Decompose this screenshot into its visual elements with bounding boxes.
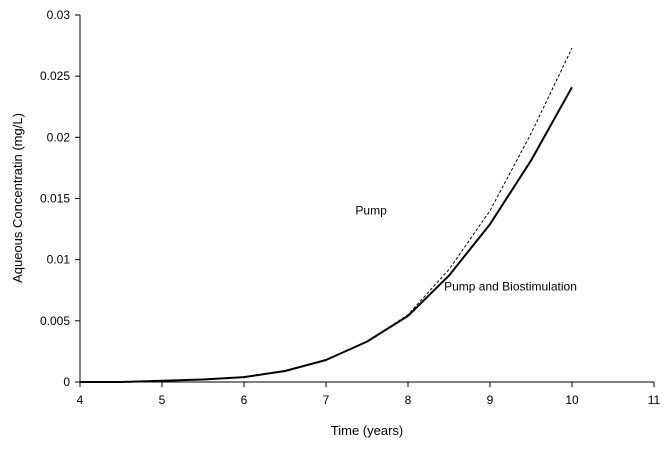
- x-tick-label: 8: [405, 393, 412, 407]
- x-tick-label: 10: [565, 393, 579, 407]
- y-tick-label: 0.02: [47, 130, 71, 144]
- y-tick-label: 0: [63, 375, 70, 389]
- x-tick-label: 6: [241, 393, 248, 407]
- y-tick-label: 0.025: [40, 69, 70, 83]
- y-tick-label: 0.01: [47, 253, 71, 267]
- x-tick-label: 9: [487, 393, 494, 407]
- series-line-solid: [80, 86, 573, 383]
- x-axis-title: Time (years): [331, 423, 403, 438]
- x-tick-label: 7: [323, 393, 330, 407]
- x-tick-label: 5: [159, 393, 166, 407]
- series-line-dashed: [80, 47, 573, 383]
- y-tick-label: 0.015: [40, 192, 70, 206]
- annotation-label: Pump and Biostimulation: [444, 279, 577, 293]
- y-tick-label: 0.03: [47, 8, 71, 22]
- axes: [79, 15, 654, 383]
- x-ticks: 4 5 6 7 8 9 10 11: [77, 382, 661, 407]
- x-tick-label: 11: [648, 393, 661, 407]
- series-group: [80, 47, 573, 383]
- annotation-label: Pump: [355, 203, 387, 217]
- annotations: Pump Pump and Biostimulation: [355, 203, 576, 293]
- y-axis-title: Aqueous Concentratin (mg/L): [10, 113, 25, 283]
- x-tick-label: 4: [77, 393, 84, 407]
- y-tick-label: 0.005: [40, 314, 70, 328]
- y-ticks: 0 0.005 0.01 0.015 0.02 0.025 0.03: [40, 8, 80, 389]
